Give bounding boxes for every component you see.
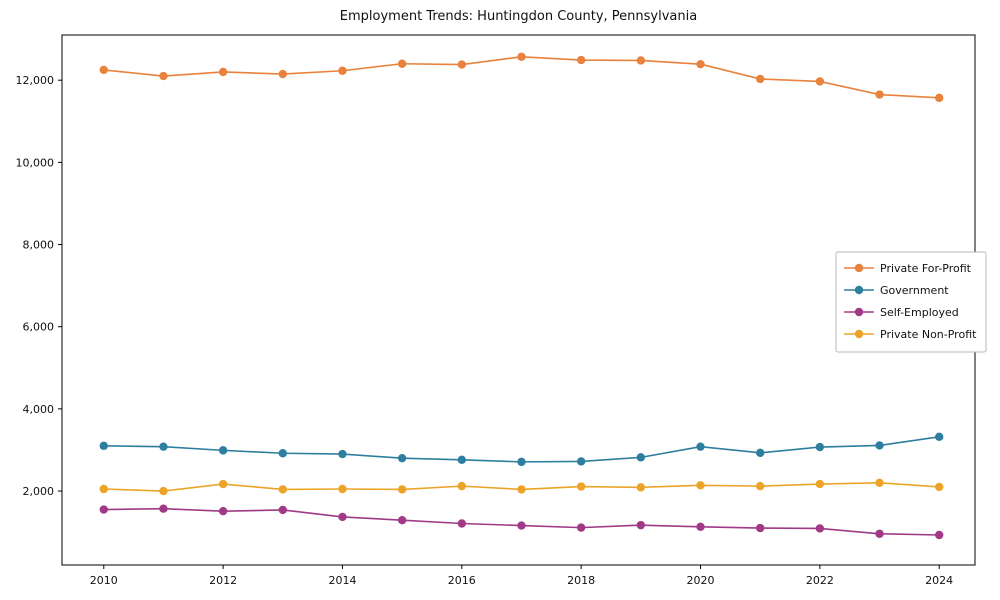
data-point-marker [934, 530, 944, 540]
x-tick-label: 2016 [448, 574, 476, 587]
data-point-marker [636, 56, 646, 65]
y-axis: 2,000 4,000 6,000 8,000 10,000 12,000 [16, 74, 62, 498]
data-point-marker [218, 479, 228, 489]
data-point-marker [755, 74, 765, 84]
data-point-marker [576, 457, 586, 466]
data-point-marker [755, 448, 765, 458]
data-point-marker [278, 449, 287, 458]
data-point-marker [875, 441, 884, 450]
data-point-marker [278, 485, 287, 494]
legend-label: Private For-Profit [880, 262, 972, 275]
legend-item: Private For-Profit [844, 262, 972, 275]
series-government [99, 432, 944, 467]
data-point-marker [159, 486, 168, 496]
legend-label: Government [880, 284, 949, 297]
legend-label: Self-Employed [880, 306, 959, 319]
data-point-marker [815, 77, 825, 86]
data-point-marker [278, 69, 287, 79]
chart-title: Employment Trends: Huntingdon County, Pe… [339, 9, 698, 24]
y-tick-label: 8,000 [23, 239, 55, 252]
x-axis: 2010 2012 2014 2016 2018 2020 2022 2024 [90, 565, 953, 587]
x-tick-label: 2024 [925, 574, 953, 587]
data-point-marker [338, 512, 347, 522]
x-tick-label: 2022 [806, 574, 834, 587]
data-point-marker [99, 484, 108, 494]
x-tick-label: 2012 [209, 574, 237, 587]
series-private-non-profit [99, 478, 944, 496]
data-point-marker [815, 524, 825, 533]
data-point-marker [517, 457, 526, 467]
legend-item: Private Non-Profit [844, 328, 977, 341]
data-point-marker [159, 504, 168, 513]
data-point-marker [99, 65, 108, 75]
legend-marker [854, 329, 864, 339]
series-private-for-profit [99, 52, 944, 103]
y-tick-label: 2,000 [23, 485, 55, 498]
data-point-marker [99, 505, 108, 514]
y-tick-label: 4,000 [23, 403, 55, 416]
data-point-marker [696, 59, 705, 69]
legend-item: Government [844, 284, 949, 297]
data-point-marker [696, 442, 705, 451]
data-point-marker [934, 432, 944, 442]
x-tick-label: 2020 [687, 574, 715, 587]
data-point-marker [397, 516, 407, 525]
data-point-marker [576, 523, 586, 532]
data-point-marker [457, 519, 467, 528]
data-point-marker [517, 485, 526, 494]
legend-label: Private Non-Profit [880, 328, 977, 341]
x-tick-label: 2014 [328, 574, 356, 587]
data-point-marker [875, 529, 884, 538]
data-point-marker [875, 90, 884, 99]
data-point-marker [338, 484, 347, 494]
y-tick-label: 6,000 [23, 321, 55, 334]
data-point-marker [517, 52, 526, 61]
legend-marker [854, 263, 864, 273]
data-point-marker [934, 482, 944, 492]
data-point-marker [517, 521, 526, 530]
data-point-marker [696, 481, 705, 490]
data-point-marker [576, 55, 586, 65]
data-point-marker [457, 481, 467, 491]
data-point-marker [815, 442, 825, 452]
data-point-marker [397, 59, 407, 68]
data-point-marker [875, 478, 884, 488]
legend: Private For-Profit Government Self-Employe… [835, 251, 987, 353]
data-point-marker [218, 506, 228, 516]
data-point-marker [636, 520, 646, 530]
data-point-marker [397, 485, 407, 494]
data-point-marker [457, 455, 467, 465]
data-point-marker [397, 453, 407, 463]
data-point-marker [815, 479, 825, 489]
data-point-marker [159, 71, 168, 81]
data-point-marker [576, 482, 586, 491]
x-tick-label: 2010 [90, 574, 118, 587]
legend-marker [854, 285, 864, 295]
legend-item: Self-Employed [844, 306, 959, 319]
legend-marker [854, 307, 864, 317]
series-self-employed [99, 504, 944, 540]
data-point-marker [159, 442, 168, 451]
data-point-marker [636, 453, 646, 462]
series-line [103, 55, 940, 99]
data-point-marker [99, 441, 108, 451]
data-point-marker [696, 522, 705, 531]
data-point-marker [218, 67, 228, 77]
legend-box [835, 251, 987, 353]
data-point-marker [934, 93, 944, 103]
data-point-marker [278, 505, 287, 515]
data-point-marker [338, 66, 347, 75]
data-point-marker [457, 60, 467, 69]
data-point-marker [755, 481, 765, 491]
y-tick-label: 12,000 [16, 74, 55, 87]
data-point-marker [755, 523, 765, 533]
data-point-marker [338, 449, 347, 459]
data-point-marker [218, 446, 228, 455]
y-tick-label: 10,000 [16, 156, 55, 169]
x-tick-label: 2018 [567, 574, 595, 587]
data-point-marker [636, 483, 646, 492]
